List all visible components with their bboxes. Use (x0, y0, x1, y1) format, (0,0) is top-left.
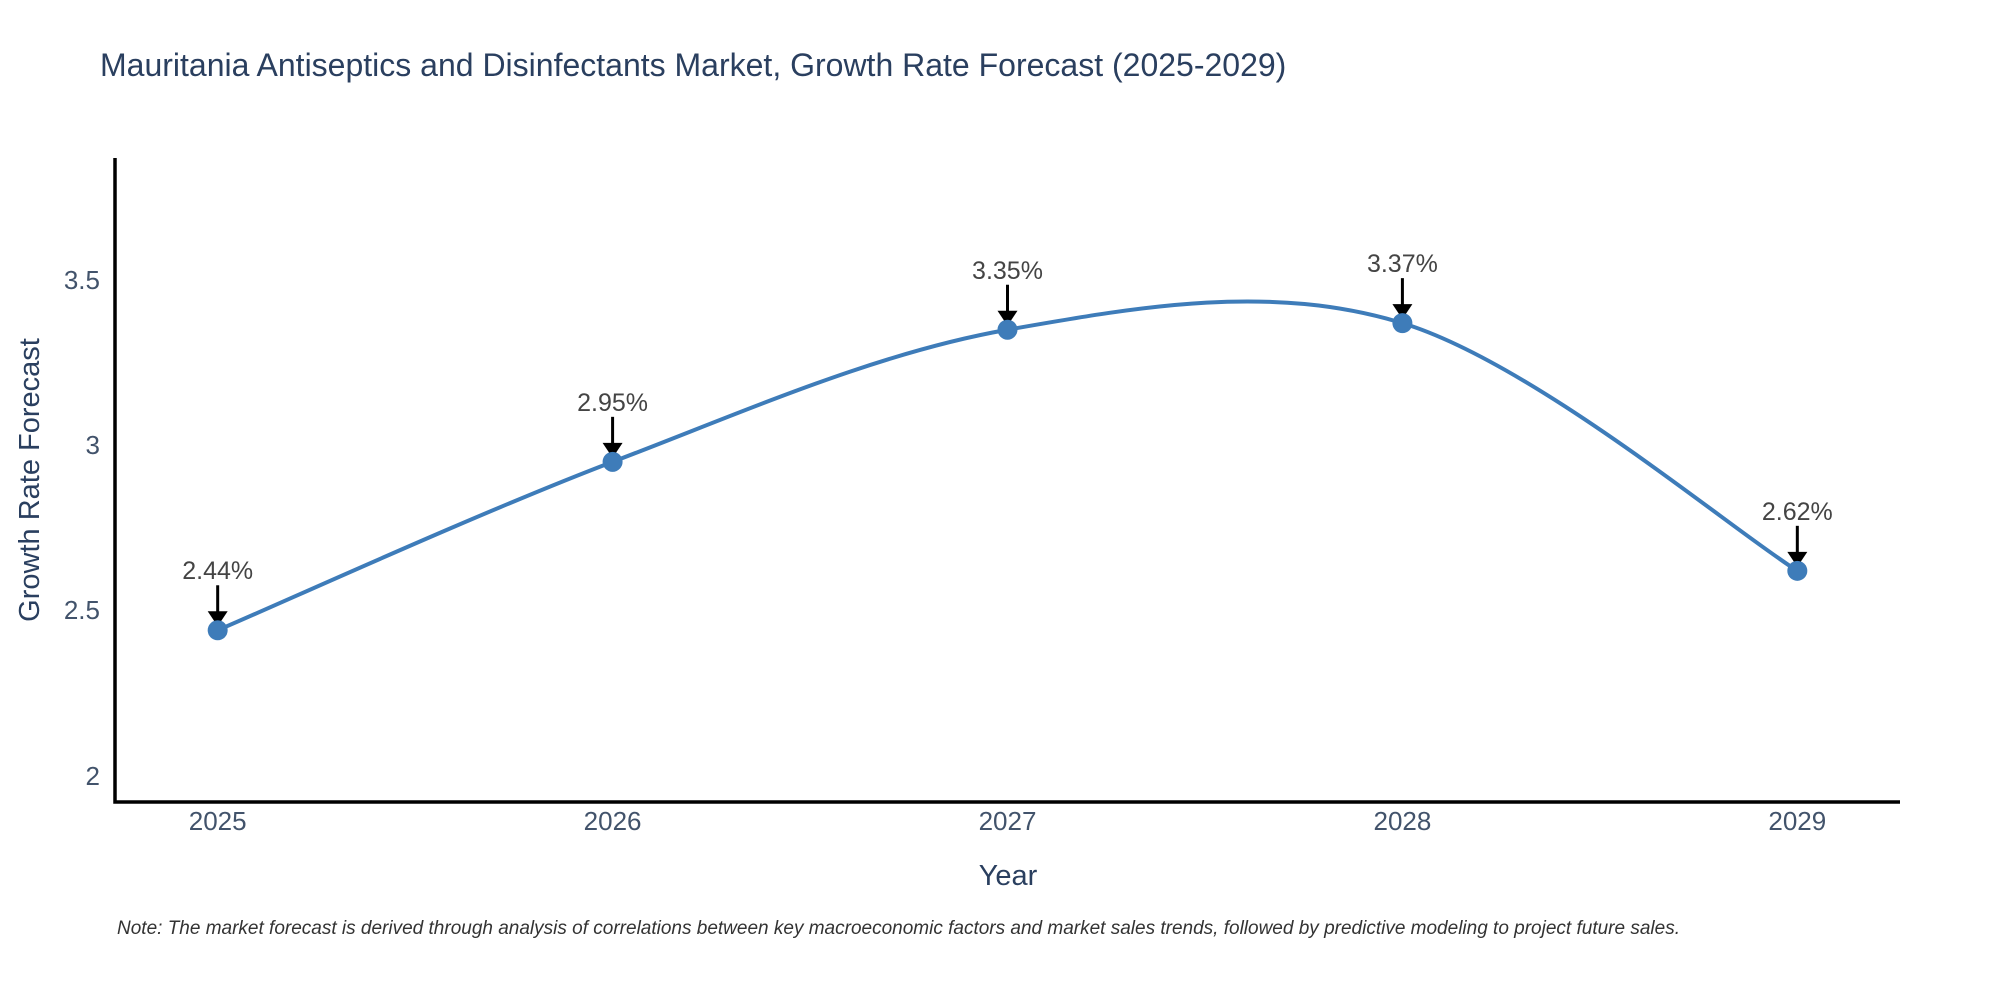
data-point-marker (997, 319, 1018, 340)
annotation-arrow-head (997, 310, 1018, 326)
x-tick-label: 2028 (1373, 806, 1432, 836)
chart-title: Mauritania Antiseptics and Disinfectants… (100, 47, 1287, 83)
data-point-label: 2.44% (182, 557, 254, 586)
y-tick-label: 3.5 (63, 265, 100, 296)
data-point-label: 3.37% (1366, 250, 1438, 279)
footnote: Note: The market forecast is derived thr… (117, 918, 1680, 939)
x-tick-label: 2027 (978, 806, 1037, 836)
x-axis-title: Year (978, 860, 1038, 892)
trace-line (216, 299, 1799, 633)
annotation-arrow-head (1392, 304, 1413, 320)
x-tick-label: 2029 (1768, 806, 1827, 836)
x-tick-label: 2025 (188, 806, 247, 836)
data-point-label: 2.95% (577, 388, 649, 417)
annotation-arrow-head (602, 442, 623, 458)
y-tick-label: 2.5 (63, 595, 100, 626)
data-point-label: 3.35% (972, 256, 1043, 285)
data-point-marker (207, 620, 228, 641)
x-tick-label: 2026 (583, 806, 642, 836)
y-tick-label: 3 (85, 430, 100, 461)
data-point-marker (602, 451, 623, 472)
data-point-label: 2.62% (1761, 497, 1833, 526)
data-point-marker (1392, 313, 1413, 334)
y-tick-label: 2 (85, 760, 100, 791)
data-point-marker (1787, 560, 1808, 581)
annotation-arrow-head (207, 611, 228, 627)
annotation-arrow-head (1787, 551, 1808, 567)
axis-line (113, 158, 1900, 804)
